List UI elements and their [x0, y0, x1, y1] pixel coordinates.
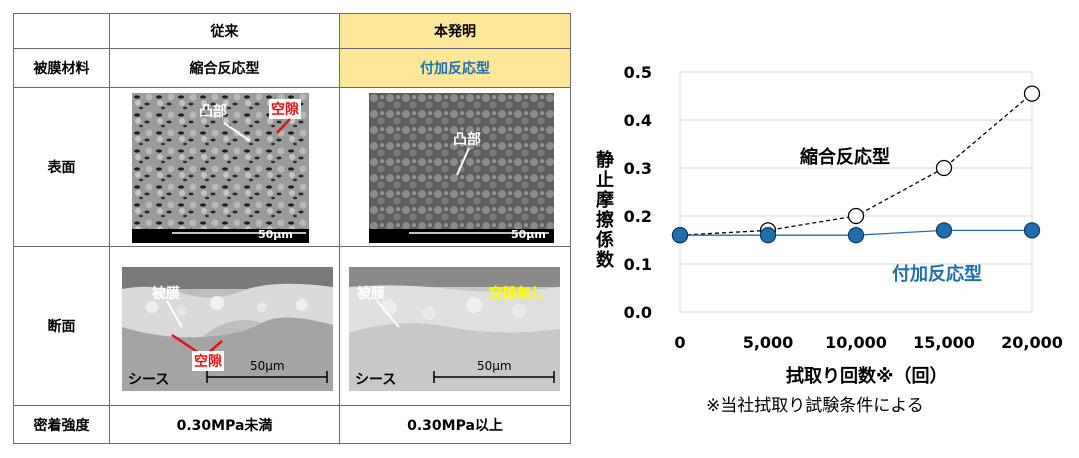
row-label-material: 被膜材料	[13, 48, 110, 88]
y-tick-label: 0.2	[624, 207, 652, 226]
row-label-surface: 表面	[13, 87, 110, 247]
cross-conventional-micrograph: 被膜 空隙 シース 50μm	[122, 267, 333, 391]
surface-invention-scale: 50μm	[511, 228, 546, 241]
y-axis-title: 静止摩擦係数	[593, 150, 614, 270]
row-label-cross-section: 断面	[13, 246, 110, 406]
adhesion-conventional: 0.30MPa未満	[109, 405, 340, 444]
data-point-1	[935, 222, 953, 239]
cross-invention-label-coating: 被膜	[357, 286, 385, 302]
cross-label-coating: 被膜	[152, 286, 180, 302]
surface-invention-label-convex: 凸部	[453, 132, 481, 148]
data-point-1	[671, 227, 689, 244]
x-tick-label: 15,000	[913, 333, 975, 352]
y-tick-label: 0.3	[624, 159, 652, 178]
cross-label-sheath: シース	[128, 372, 170, 388]
data-point-0	[935, 159, 953, 177]
cross-invention-label-no-void: 空隙無し	[489, 286, 545, 302]
cross-invention-scale: 50μm	[477, 359, 512, 373]
data-point-1	[759, 227, 777, 244]
data-point-1	[1023, 222, 1041, 239]
x-tick-label: 0	[674, 333, 685, 352]
surface-conventional-micrograph: 凸部 空隙 50μm	[132, 93, 309, 243]
x-tick-label: 10,000	[825, 333, 887, 352]
series-label-addition: 付加反応型	[892, 264, 982, 285]
cross-invention-micrograph: 被膜 空隙無し シース 50μm	[349, 267, 560, 391]
surface-label-void: 空隙	[269, 99, 301, 119]
plot-border	[679, 71, 1033, 313]
header-conventional: 従来	[109, 13, 340, 49]
header-invention: 本発明	[339, 13, 571, 49]
surface-label-convex: 凸部	[199, 104, 227, 120]
x-axis-title: 拭取り回数※（回）	[786, 366, 948, 387]
chart-footnote: ※当社拭取り試験条件による	[706, 396, 924, 416]
y-tick-label: 0.5	[624, 63, 652, 82]
y-tick-label: 0.0	[624, 303, 652, 322]
surface-conventional-scale: 50μm	[258, 228, 293, 241]
cross-label-void: 空隙	[192, 351, 224, 371]
chart-plot-area: 0.0 0.1 0.2 0.3 0.4 0.5 0 5,000 10,000 15,000 20,0…	[624, 63, 1063, 352]
cross-invention-label-sheath: シース	[355, 372, 397, 388]
adhesion-invention: 0.30MPa以上	[339, 405, 571, 444]
row-label-adhesion: 密着強度	[13, 405, 110, 444]
material-invention: 付加反応型	[339, 48, 571, 88]
surface-invention-micrograph: 凸部 50μm	[369, 93, 554, 243]
data-point-0	[847, 207, 865, 225]
x-tick-label: 5,000	[743, 333, 794, 352]
corner-cell	[13, 13, 110, 49]
cross-conventional-scale: 50μm	[250, 359, 285, 373]
material-conventional: 縮合反応型	[109, 48, 340, 88]
data-point-0	[1023, 85, 1041, 102]
comparison-table: 従来 本発明 被膜材料 縮合反応型 付加反応型 表面 断面 密着強度 0.30M…	[13, 13, 571, 444]
y-tick-label: 0.4	[624, 111, 652, 130]
x-tick-label: 20,000	[1001, 333, 1063, 352]
series-label-condensation: 縮合反応型	[800, 147, 890, 168]
data-point-1	[847, 227, 865, 244]
friction-chart: 0.0 0.1 0.2 0.3 0.4 0.5 0 5,000 10,000 15,000 20,0…	[590, 55, 1070, 450]
y-tick-label: 0.1	[624, 255, 652, 274]
